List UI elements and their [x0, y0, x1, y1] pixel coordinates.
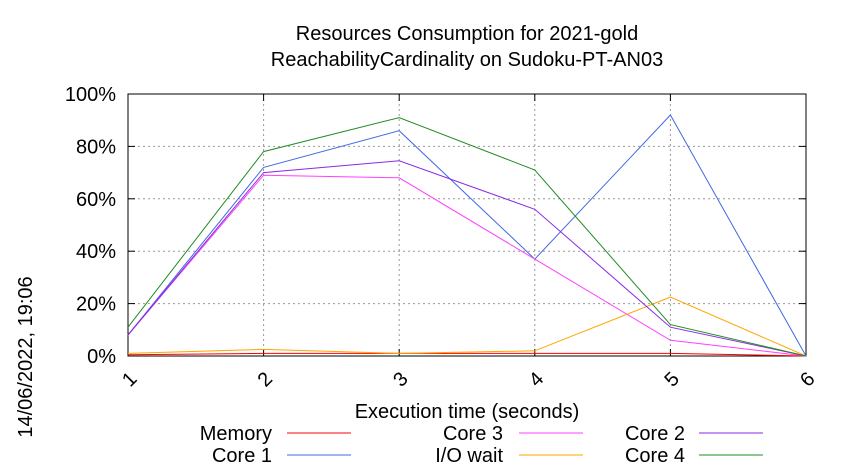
y-tick-label: 60% — [76, 189, 116, 211]
legend-label: Core 3 — [443, 423, 503, 445]
grid — [128, 94, 806, 356]
y-tick-label: 0% — [87, 346, 116, 368]
legend-label: Core 1 — [212, 445, 272, 467]
y-tick-label: 100% — [65, 84, 116, 106]
x-tick-labels: 1 2 3 4 5 6 — [118, 368, 819, 391]
x-tick-label: 2 — [254, 368, 277, 391]
legend-label: I/O wait — [435, 445, 503, 467]
series-line-memory — [127, 352, 807, 357]
y-tick-label: 80% — [76, 136, 116, 158]
y-tick-labels: 0% 20% 40% 60% 80% 100% — [65, 84, 116, 368]
y-tick-label: 20% — [76, 294, 116, 316]
legend-label: Core 4 — [625, 445, 685, 467]
series-line-core-3 — [127, 174, 807, 357]
series-line-core-4 — [127, 117, 807, 357]
x-tick-label: 6 — [796, 368, 819, 391]
y-tick-label: 40% — [76, 241, 116, 263]
legend-label: Core 2 — [625, 423, 685, 445]
series-line-core-1 — [127, 114, 807, 357]
chart-title-line2: ReachabilityCardinality on Sudoku-PT-AN0… — [271, 49, 663, 71]
axes — [127, 93, 807, 357]
legend-label: Memory — [200, 423, 272, 445]
series-lines — [127, 114, 807, 357]
x-tick-label: 1 — [118, 368, 141, 391]
x-tick-label: 3 — [389, 368, 412, 391]
x-tick-label: 5 — [660, 368, 683, 391]
chart-title-line1: Resources Consumption for 2021-gold — [296, 23, 638, 45]
x-axis-label: Execution time (seconds) — [355, 401, 580, 423]
series-line-core-2 — [127, 160, 807, 357]
series-line-i-o-wait — [127, 296, 807, 357]
timestamp-label: 14/06/2022, 19:06 — [15, 276, 37, 437]
plot-border — [127, 93, 807, 357]
x-tick-label: 4 — [525, 368, 548, 391]
